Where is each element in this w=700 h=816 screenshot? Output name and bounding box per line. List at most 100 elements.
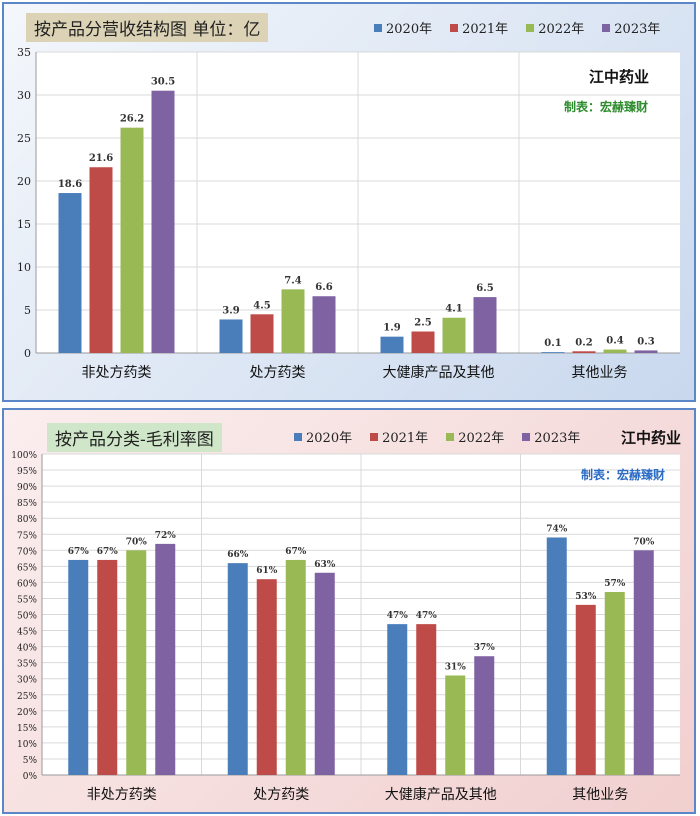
y-tick-label: 10% xyxy=(17,740,37,750)
y-tick-label: 30 xyxy=(17,89,31,102)
y-tick-label: 90% xyxy=(17,483,37,493)
bar xyxy=(151,90,175,353)
bar xyxy=(416,624,437,775)
legend-item: 2022年 xyxy=(526,18,584,37)
bar xyxy=(541,352,565,353)
y-tick-label: 30% xyxy=(17,676,37,686)
legend-item: 2022年 xyxy=(446,427,504,446)
bar xyxy=(572,351,596,353)
bar xyxy=(219,319,243,353)
y-tick-label: 25 xyxy=(17,132,31,145)
bar xyxy=(604,592,625,775)
bar xyxy=(633,550,654,775)
legend-label: 2022年 xyxy=(458,431,505,446)
bar xyxy=(411,331,435,353)
legend-item: 2023年 xyxy=(602,18,660,37)
legend-label: 2021年 xyxy=(382,431,429,446)
y-tick-label: 20% xyxy=(17,708,37,718)
y-tick-label: 45% xyxy=(17,628,37,638)
data-label: 47% xyxy=(416,611,438,621)
margin-chart-panel: 按产品分类-毛利率图 2020年 2021年 2022年 2023年 0% 5% 1… xyxy=(2,408,696,814)
y-tick-label: 15% xyxy=(17,724,37,734)
data-label: 70% xyxy=(126,537,148,547)
legend-swatch xyxy=(374,23,382,32)
data-label: 0.2 xyxy=(575,337,592,348)
bar xyxy=(442,317,466,353)
y-tick-label: 95% xyxy=(17,467,37,477)
data-label: 47% xyxy=(387,611,409,621)
y-tick-label: 25% xyxy=(17,692,37,702)
y-tick-label: 85% xyxy=(17,499,37,509)
bar xyxy=(387,624,408,775)
legend-label: 2022年 xyxy=(538,22,585,37)
data-label: 6.6 xyxy=(315,282,332,293)
data-label: 6.5 xyxy=(476,283,493,294)
y-tick-label: 40% xyxy=(17,644,37,654)
y-tick-label: 0% xyxy=(23,772,38,782)
bar xyxy=(445,675,466,775)
y-tick-label: 70% xyxy=(17,547,37,557)
bar xyxy=(89,167,113,353)
data-label: 30.5 xyxy=(151,77,175,88)
revenue-chart-panel: 按产品分营收结构图 单位：亿 2020年 2021年 2022年 2023年 0… xyxy=(2,2,696,402)
bar xyxy=(474,656,495,775)
legend-swatch xyxy=(450,23,459,32)
y-tick-label: 75% xyxy=(17,531,37,541)
y-tick-label: 35 xyxy=(17,46,31,59)
data-label: 67% xyxy=(97,547,119,557)
chart-legend: 2020年 2021年 2022年 2023年 xyxy=(294,427,580,446)
data-label: 18.6 xyxy=(58,179,82,190)
data-label: 21.6 xyxy=(89,153,113,164)
legend-item: 2020年 xyxy=(294,427,352,446)
data-label: 57% xyxy=(604,579,626,589)
y-tick-label: 10 xyxy=(17,261,31,274)
data-label: 63% xyxy=(314,560,336,570)
x-tick-label: 其他业务 xyxy=(572,787,628,803)
chart-title: 按产品分类-毛利率图 xyxy=(47,423,222,452)
legend-label: 2023年 xyxy=(614,22,661,37)
data-label: 3.9 xyxy=(222,305,239,316)
bar xyxy=(227,563,248,775)
chart-maker: 制表：宏赫臻财 xyxy=(581,468,666,482)
bar xyxy=(312,296,336,353)
x-tick-label: 大健康产品及其他 xyxy=(385,786,497,803)
x-tick-label: 其他业务 xyxy=(572,365,628,381)
data-label: 74% xyxy=(546,524,568,534)
bar xyxy=(473,297,497,353)
data-label: 0.4 xyxy=(606,336,623,347)
legend-swatch xyxy=(526,23,535,32)
x-tick-label: 大健康产品及其他 xyxy=(383,364,495,381)
y-tick-label: 15 xyxy=(17,218,31,231)
y-tick-label: 80% xyxy=(17,515,37,525)
legend-label: 2020年 xyxy=(386,22,433,37)
bar xyxy=(603,349,627,353)
data-label: 31% xyxy=(445,662,467,672)
y-tick-label: 55% xyxy=(17,595,37,605)
y-tick-label: 50% xyxy=(17,612,37,622)
y-tick-label: 20 xyxy=(17,175,31,188)
bar xyxy=(68,559,89,775)
bar xyxy=(155,543,176,775)
legend-item: 2021年 xyxy=(370,427,428,446)
y-tick-label: 5 xyxy=(24,304,31,317)
data-label: 53% xyxy=(575,592,597,602)
bar xyxy=(314,572,335,775)
data-label: 37% xyxy=(474,643,496,653)
data-label: 67% xyxy=(285,547,307,557)
bar xyxy=(97,559,118,775)
x-tick-label: 处方药类 xyxy=(250,365,306,381)
data-label: 2.5 xyxy=(414,318,431,329)
data-label: 67% xyxy=(68,547,90,557)
data-label: 0.3 xyxy=(637,336,654,347)
legend-label: 2021年 xyxy=(462,22,509,37)
x-tick-label: 非处方药类 xyxy=(87,787,157,803)
chart-legend: 2020年 2021年 2022年 2023年 xyxy=(374,18,660,37)
bar xyxy=(634,350,658,353)
bar xyxy=(285,559,306,775)
data-label: 7.4 xyxy=(284,275,301,286)
data-label: 0.1 xyxy=(544,338,561,349)
chart-maker: 制表：宏赫臻财 xyxy=(564,100,649,114)
bar xyxy=(546,537,567,775)
bar xyxy=(256,579,277,775)
legend-item: 2020年 xyxy=(374,18,432,37)
